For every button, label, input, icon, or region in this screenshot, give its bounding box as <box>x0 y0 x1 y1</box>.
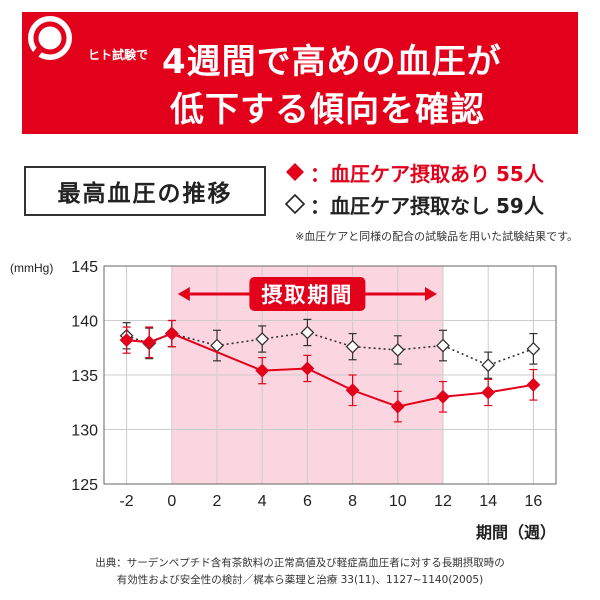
x-tick-label: -2 <box>119 493 133 510</box>
y-tick-label: 125 <box>71 477 98 494</box>
x-tick-label: 12 <box>434 493 452 510</box>
intake-period-arrow-left <box>177 287 190 301</box>
legend-item-intake: ：血圧ケア摂取あり 55人 <box>284 158 544 186</box>
data-point-intake <box>142 335 157 350</box>
source-line-2: 有効性および安全性の検討／梶本ら薬理と治療 33(11)、1127~1140(2… <box>116 574 484 586</box>
data-point-intake <box>345 383 360 398</box>
section-title-box: 最高血圧の推移 <box>24 166 266 216</box>
intake-period-label-box <box>249 277 366 311</box>
headline-line-2: 低下する傾向を確認 <box>170 90 485 130</box>
magnifier-icon <box>24 16 72 68</box>
data-point-intake <box>119 333 134 348</box>
legend-count-no-intake: 59人 <box>496 193 544 218</box>
plot-frame <box>103 265 557 485</box>
x-tick-label: 6 <box>303 493 312 510</box>
data-point-intake <box>164 326 179 341</box>
blood-pressure-chart: 125 130 135 140 145 (mmHg) -2 0 2 4 6 8 10 12 14 16 期間（週… <box>10 259 557 542</box>
x-tick-label: 2 <box>213 493 222 510</box>
data-point-no-intake <box>481 358 496 373</box>
data-point-intake <box>300 361 315 376</box>
legend-label-no-intake: ：血圧ケア摂取なし <box>310 193 490 218</box>
y-axis-unit: (mmHg) <box>10 261 53 275</box>
intake-period-arrow-right <box>425 287 437 301</box>
y-tick-label: 145 <box>71 259 98 276</box>
intake-period-label: 摂取期間 <box>261 283 353 307</box>
x-tick-label: 10 <box>389 493 407 510</box>
x-tick-label: 4 <box>258 493 267 510</box>
footnote: ※血圧ケアと同様の配合の試験品を用いた試験結果です。 <box>295 230 578 243</box>
x-tick-label: 16 <box>525 493 543 510</box>
data-point-no-intake <box>255 332 270 346</box>
x-tick-label: 0 <box>167 493 176 510</box>
y-tick-label: 135 <box>71 368 98 385</box>
data-point-intake <box>526 377 541 392</box>
x-tick-label: 14 <box>479 493 497 510</box>
open-diamond-icon <box>284 193 306 215</box>
data-point-no-intake <box>390 343 405 357</box>
series-line-intake <box>126 332 534 408</box>
data-point-no-intake <box>436 338 450 353</box>
x-tick-label: 8 <box>348 493 357 510</box>
data-point-no-intake <box>345 339 360 354</box>
y-tick-label: 140 <box>71 314 98 331</box>
section-title: 最高血圧の推移 <box>57 181 233 207</box>
banner-tag: ヒト試験で <box>88 48 149 62</box>
filled-diamond-icon <box>286 163 304 181</box>
legend-label-intake: ：血圧ケア摂取あり <box>310 161 490 186</box>
source-line-1: 出典：サーデンペプチド含有茶飲料の正常高値及び軽症高血圧者に対する長期摂取時の <box>95 557 505 569</box>
legend-count-intake: 55人 <box>496 161 544 186</box>
data-point-intake <box>436 389 450 404</box>
data-point-intake <box>255 363 270 378</box>
y-tick-label: 130 <box>71 423 98 440</box>
data-point-intake <box>390 399 405 414</box>
data-point-no-intake <box>526 341 541 356</box>
legend-item-no-intake: ：血圧ケア摂取なし 59人 <box>284 190 544 218</box>
headline-line-1: 4週間で高めの血圧が <box>162 42 502 82</box>
x-axis-title: 期間（週） <box>476 523 556 542</box>
headline-banner: ヒト試験で 4週間で高めの血圧が 低下する傾向を確認 <box>22 12 578 134</box>
data-point-intake <box>481 385 496 400</box>
data-point-no-intake <box>300 325 315 340</box>
